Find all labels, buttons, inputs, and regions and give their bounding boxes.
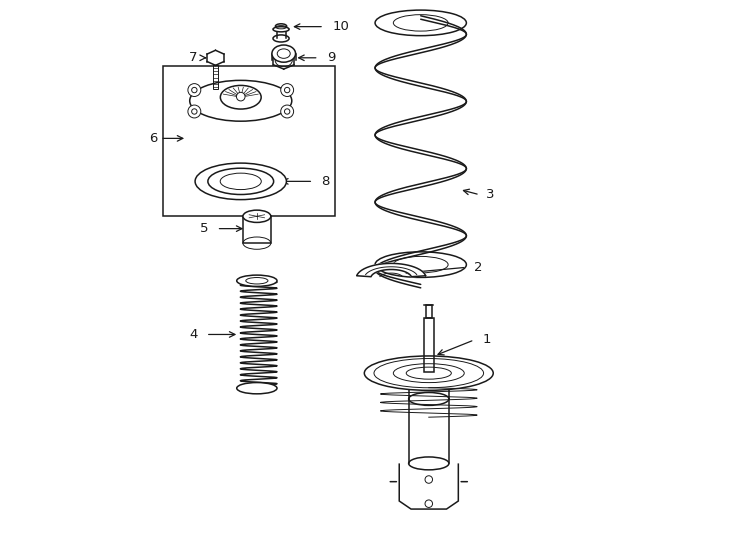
Text: 5: 5 [200, 222, 208, 235]
Bar [426, 305, 432, 319]
Ellipse shape [195, 163, 286, 200]
Bar [213, 65, 218, 90]
Text: 8: 8 [321, 175, 330, 188]
Ellipse shape [220, 85, 261, 109]
Ellipse shape [237, 275, 277, 286]
Text: 6: 6 [149, 132, 158, 145]
Ellipse shape [237, 382, 277, 394]
Text: 10: 10 [332, 20, 349, 33]
Circle shape [280, 84, 294, 97]
Text: 3: 3 [486, 188, 495, 201]
Text: 9: 9 [327, 51, 335, 64]
Ellipse shape [272, 45, 296, 62]
Text: 1: 1 [482, 333, 491, 346]
Bar [243, 217, 271, 243]
Text: 2: 2 [474, 261, 483, 274]
Bar [163, 66, 335, 217]
Ellipse shape [243, 210, 271, 222]
Ellipse shape [189, 80, 292, 121]
Ellipse shape [220, 173, 261, 190]
Polygon shape [357, 264, 426, 276]
Text: 4: 4 [189, 328, 197, 341]
Circle shape [188, 105, 201, 118]
Circle shape [236, 92, 245, 101]
Circle shape [280, 105, 294, 118]
Ellipse shape [273, 35, 289, 42]
Ellipse shape [275, 24, 287, 29]
Bar [424, 319, 434, 372]
Circle shape [188, 84, 201, 97]
Ellipse shape [208, 168, 274, 194]
Ellipse shape [273, 26, 289, 32]
Text: 7: 7 [189, 51, 197, 64]
